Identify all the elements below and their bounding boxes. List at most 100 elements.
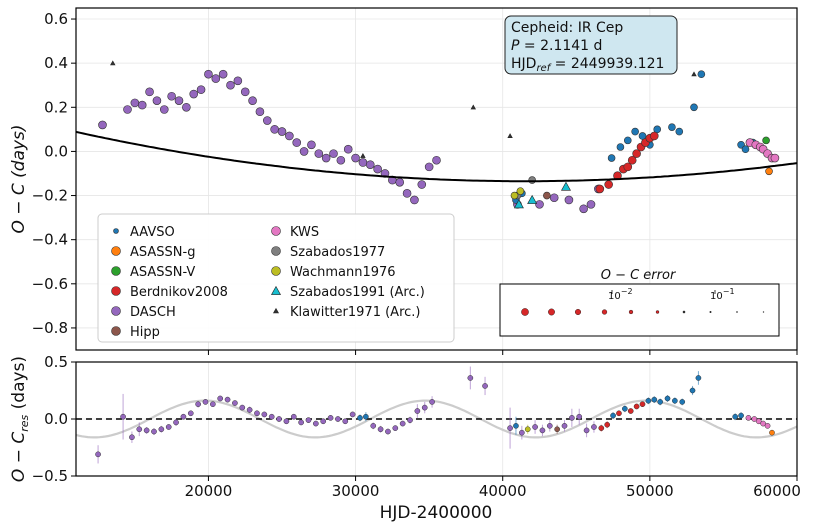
point-dasch [196, 85, 206, 94]
point-dasch [137, 100, 147, 110]
residual-point-dasch [576, 413, 583, 420]
point-dasch [98, 120, 107, 130]
legend-label-berdnikov2008: Berdnikov2008 [130, 285, 228, 300]
residual-point-dasch [120, 413, 126, 420]
parabola-fit-line [75, 130, 798, 183]
residual-point-aavso [689, 387, 696, 394]
point-klawitter1971-arc [110, 60, 116, 66]
point-szabados1991-arc [527, 194, 538, 204]
residual-point-asassn-g [769, 429, 775, 436]
residual-point-berdnikov2008 [633, 403, 640, 410]
residual-point-dasch [429, 399, 435, 405]
residual-point-kws [760, 420, 767, 427]
legend-label-asassn-g: ASASSN-g [130, 245, 195, 260]
point-hipp [543, 191, 551, 200]
point-dasch [270, 125, 279, 134]
residual-point-dasch [136, 426, 143, 433]
error-size-dot [762, 311, 765, 313]
point-klawitter1971-arc [360, 153, 366, 158]
residual-point-dasch [95, 451, 101, 458]
point-asassn-g [765, 167, 773, 176]
residual-point-dasch [561, 422, 568, 429]
residual-point-aavso [621, 405, 628, 412]
point-klawitter1971-arc [507, 133, 513, 139]
residual-point-dasch [173, 419, 179, 426]
legend-marker-asassn-g [111, 246, 121, 256]
point-aavso [623, 136, 632, 145]
top-panel-ylabel: O − C (days) [9, 124, 29, 233]
residual-point-dasch [254, 410, 260, 417]
legend-label-asassn-v: ASASSN-V [130, 265, 195, 280]
residual-point-aavso [679, 399, 686, 405]
point-dasch [152, 96, 162, 105]
error-legend: O − C error 10−2 10−1 [499, 268, 780, 337]
legend-marker-wachmann1976 [271, 266, 281, 276]
bottom-panel-y-ticks: −0.5 0.0 0.5 [32, 353, 76, 485]
legend-label-hipp: Hipp [130, 325, 160, 340]
residual-point-kws [745, 415, 752, 421]
error-size-dot [601, 309, 608, 315]
point-wachmann1976 [516, 187, 525, 195]
point-dasch [174, 96, 184, 105]
point-aavso [697, 70, 706, 78]
residual-point-dasch [246, 407, 253, 413]
residual-point-dasch [298, 419, 304, 426]
residual-point-dasch [392, 425, 399, 431]
point-dasch [299, 147, 309, 156]
residual-point-dasch [209, 401, 216, 408]
top-ytick-label: 0.4 [44, 54, 68, 72]
point-szabados1977 [528, 176, 536, 184]
point-dasch [336, 155, 346, 165]
error-size-dot [548, 308, 555, 316]
legend-marker-aavso [113, 228, 119, 234]
residual-point-dasch [129, 434, 135, 441]
residual-point-kws [755, 418, 762, 425]
point-dasch [329, 149, 338, 158]
point-aavso [607, 154, 616, 162]
residual-point-dasch [312, 420, 319, 427]
point-dasch [211, 74, 221, 83]
point-dasch [373, 164, 382, 174]
point-asassn-v [762, 136, 770, 145]
residual-point-aavso [645, 397, 652, 404]
error-tick-minor: 10−2 [608, 287, 633, 302]
point-dasch [204, 69, 213, 79]
residual-point-dasch [335, 416, 341, 422]
point-dasch [432, 155, 441, 165]
point-kws [770, 153, 780, 163]
residual-point-dasch [546, 422, 553, 429]
error-size-dot [709, 311, 712, 314]
residual-point-dasch [532, 424, 538, 430]
residual-point-dasch [518, 429, 525, 436]
error-size-dot [628, 309, 634, 315]
point-dasch [189, 89, 199, 99]
point-dasch [549, 193, 559, 203]
residual-point-dasch [187, 410, 194, 417]
point-berdnikov2008 [604, 180, 613, 189]
legend-label-szabados1977: Szabados1977 [290, 245, 385, 260]
residual-point-dasch [327, 415, 334, 421]
residual-point-dasch [569, 415, 575, 421]
residual-point-aavso [513, 422, 519, 429]
residual-point-hipp [554, 426, 561, 433]
bottom-ytick-label: −0.5 [32, 467, 68, 485]
residual-point-aavso [738, 412, 744, 419]
legend: AAVSO ASASSN-g ASASSN-V Berdnikov2008 DASCH H… [97, 213, 455, 343]
residual-point-dasch [414, 408, 421, 414]
point-dasch [351, 153, 360, 163]
residual-point-dasch [217, 395, 224, 402]
residual-point-dasch [399, 420, 406, 427]
legend-marker-berdnikov2008 [111, 286, 121, 296]
point-dasch [218, 69, 228, 79]
point-aavso [690, 103, 698, 112]
point-dasch [292, 138, 302, 147]
residual-point-dasch [290, 413, 297, 420]
legend-marker-dasch [111, 306, 121, 316]
residual-point-dasch [539, 427, 546, 434]
point-dasch [167, 91, 176, 101]
point-dasch [424, 162, 434, 172]
residual-point-dasch [261, 411, 268, 418]
residual-point-dasch [467, 375, 474, 381]
residual-point-aavso [363, 413, 369, 420]
residual-point-dasch [268, 413, 275, 420]
